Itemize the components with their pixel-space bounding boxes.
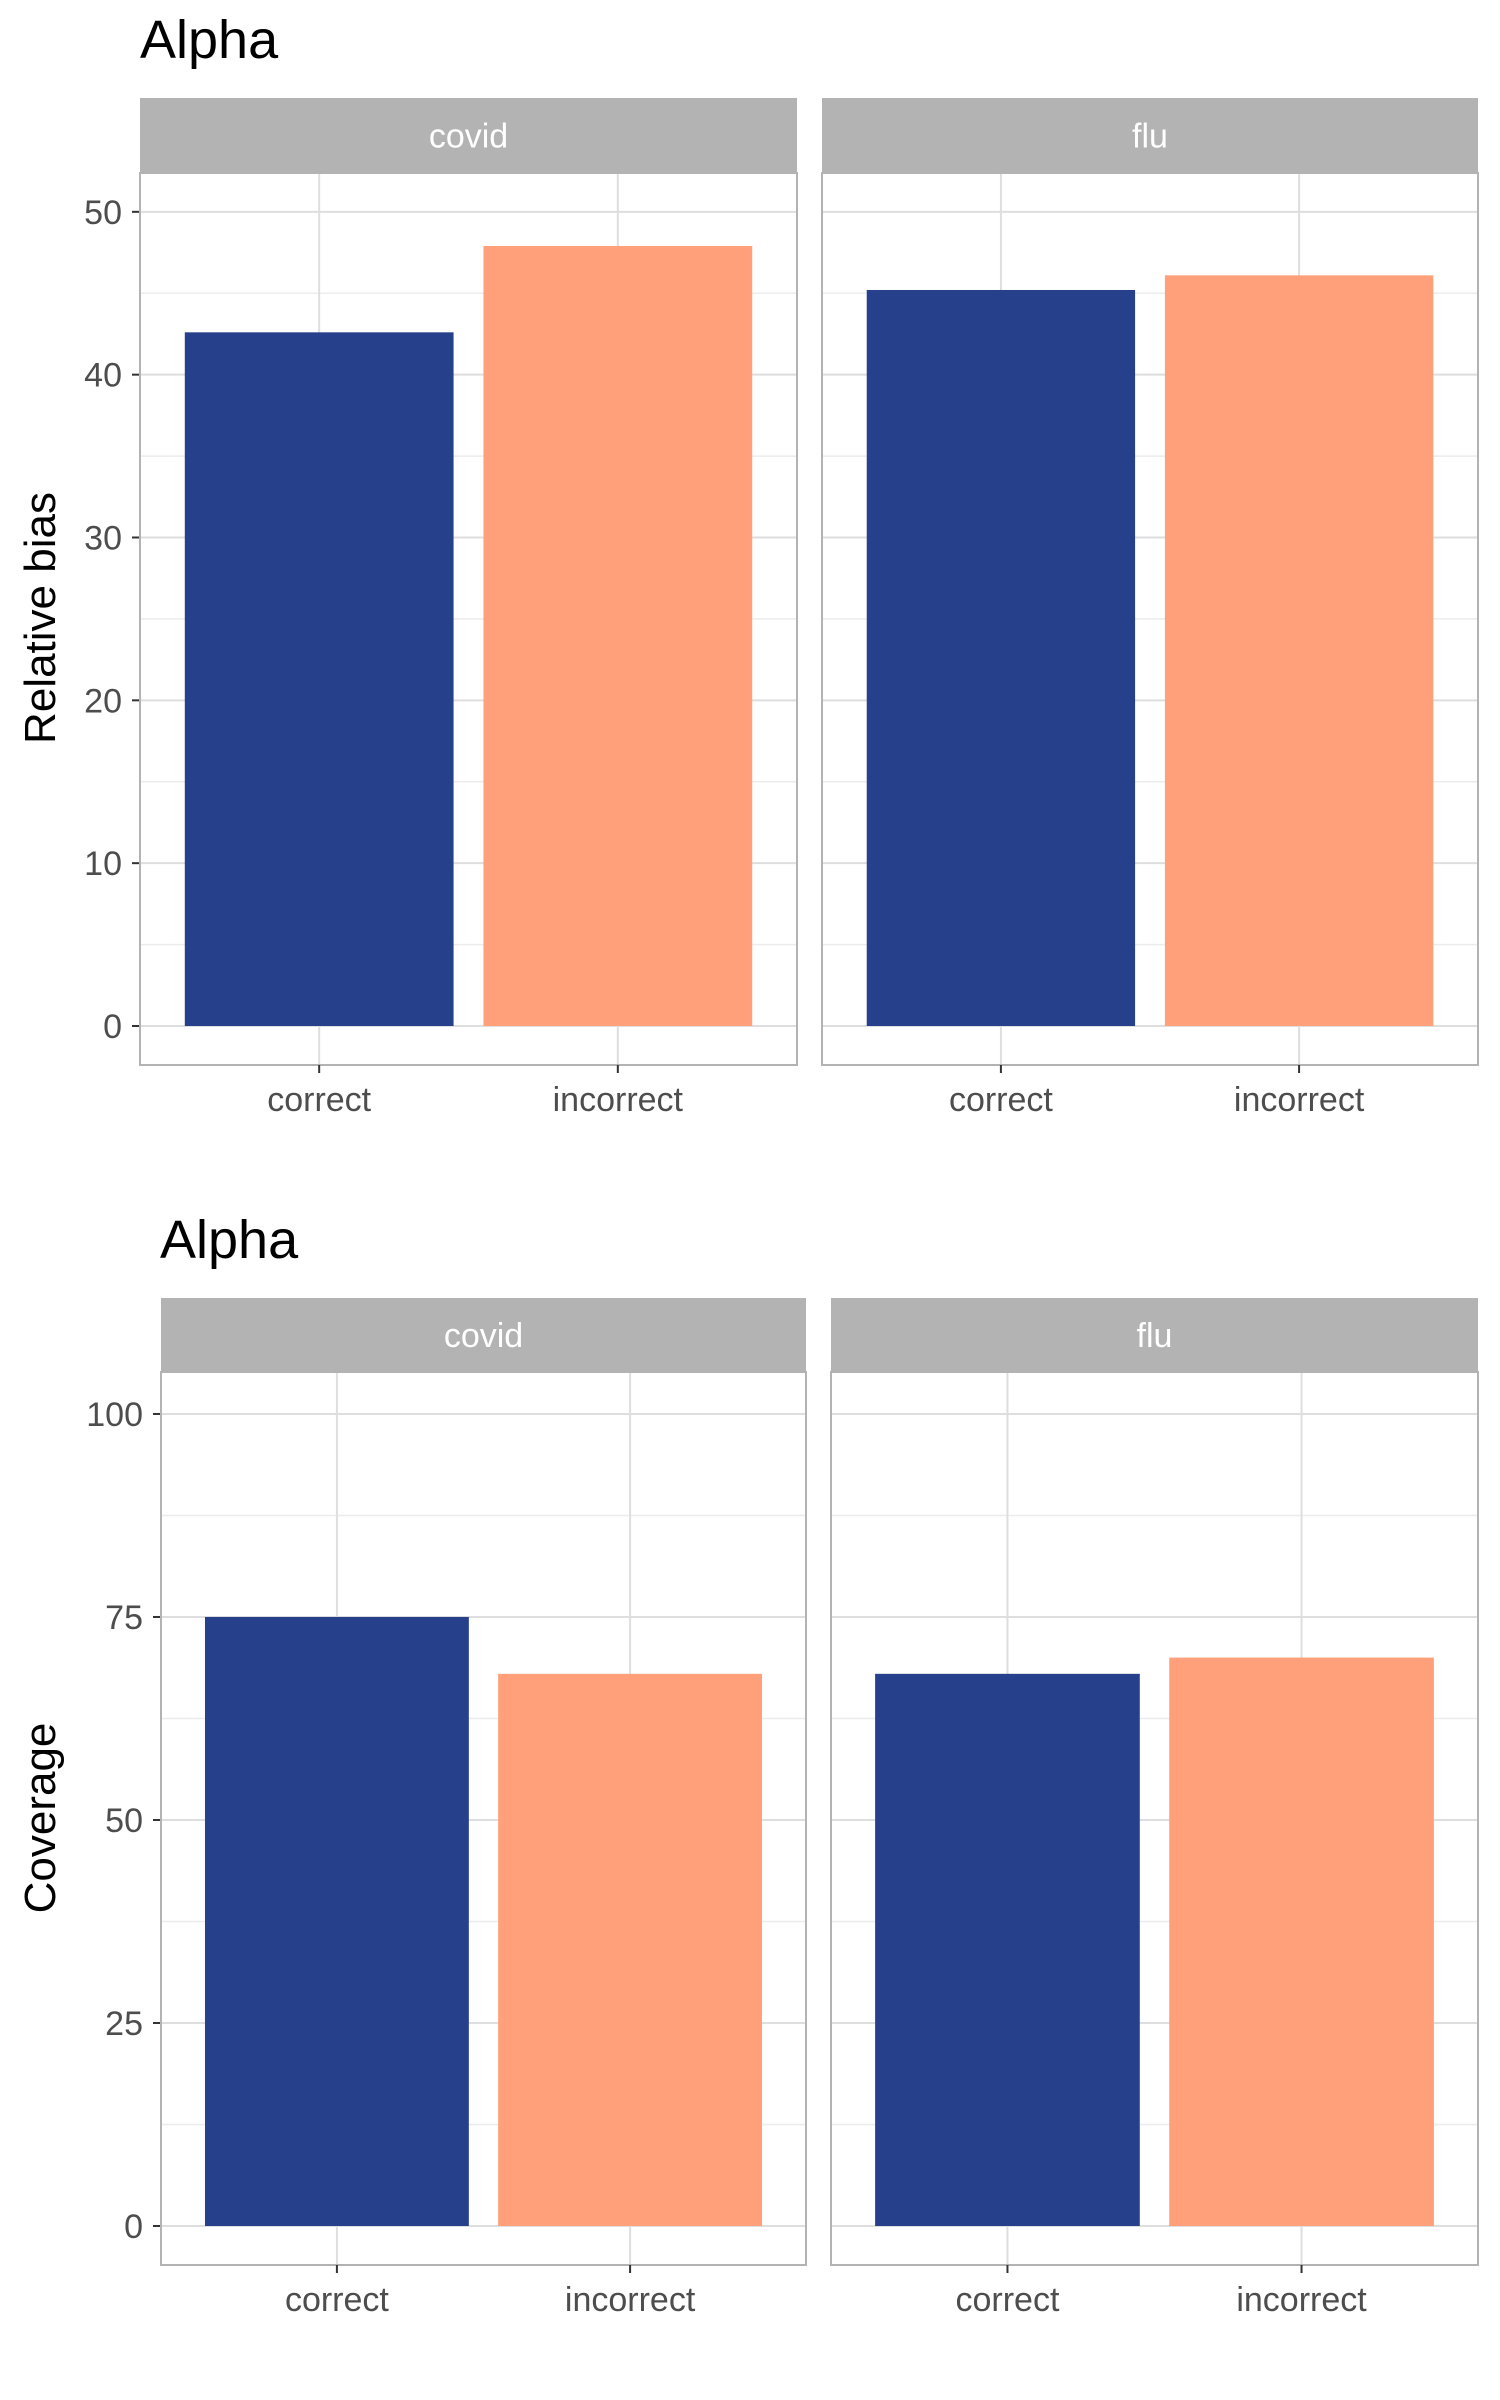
chart-1-y-axis-label: Relative bias — [16, 492, 65, 744]
bar-covid-correct — [204, 1616, 469, 2226]
facet-strip — [161, 1298, 806, 1372]
y-tick-label: 25 — [105, 2005, 143, 2043]
x-tick-label: correct — [955, 2281, 1059, 2319]
y-tick-label: 10 — [84, 845, 122, 883]
bar-flu-incorrect — [1169, 1657, 1434, 2226]
facet-panel-flu: flu correct incorrect — [821, 98, 1479, 1119]
facet-strip-label: covid — [429, 118, 508, 156]
panel-border — [160, 1371, 807, 2266]
panel-border — [821, 172, 1479, 1066]
x-tick-label: incorrect — [1234, 1081, 1365, 1119]
x-tick-label: correct — [267, 1081, 371, 1119]
chart-1-plot-area: 0 10 20 30 40 50 covid correct incorrect flu corre… — [84, 98, 1479, 1119]
facet-strip — [822, 98, 1478, 173]
chart-2-title: Alpha — [160, 1210, 299, 1270]
facet-strip-label: flu — [1132, 118, 1168, 156]
chart-1-title: Alpha — [140, 10, 279, 70]
y-tick-label: 100 — [86, 1396, 143, 1434]
x-tick-label: incorrect — [553, 1081, 684, 1119]
x-tick-label: incorrect — [565, 2281, 696, 2319]
bar-covid-correct — [184, 332, 454, 1026]
y-tick-label: 0 — [124, 2208, 143, 2246]
x-tick-label: correct — [285, 2281, 389, 2319]
facet-panel-flu: flu correct incorrect — [830, 1298, 1479, 2319]
bar-flu-incorrect — [1164, 275, 1434, 1027]
facet-strip-label: flu — [1137, 1317, 1173, 1355]
y-tick-label: 75 — [105, 1599, 143, 1637]
y-tick-label: 30 — [84, 519, 122, 557]
facet-strip — [140, 98, 797, 173]
facet-panel-covid: covid correct incorrect — [160, 1298, 807, 2319]
chart-2-y-axis-label: Coverage — [16, 1723, 65, 1914]
panel-border — [139, 172, 798, 1066]
facet-panel-covid: covid correct incorrect — [139, 98, 798, 1119]
x-tick-label: correct — [949, 1081, 1053, 1119]
panel-border — [830, 1371, 1479, 2266]
y-tick-label: 50 — [84, 194, 122, 232]
facet-strip-label: covid — [444, 1317, 523, 1355]
chart-2-plot-area: 0 25 50 75 100 covid correct incorrect flu correc… — [86, 1298, 1479, 2319]
chart-1: Alpha Relative bias 0 10 20 30 40 50 covid corr… — [16, 10, 1479, 1119]
y-tick-label: 20 — [84, 682, 122, 720]
x-tick-label: incorrect — [1236, 2281, 1367, 2319]
chart-2: Alpha Coverage 0 25 50 75 100 covid correct inc… — [16, 1210, 1479, 2319]
bar-flu-correct — [866, 289, 1136, 1026]
bar-covid-incorrect — [483, 246, 753, 1026]
facet-strip — [831, 1298, 1478, 1372]
bar-flu-correct — [875, 1673, 1140, 2226]
y-tick-label: 50 — [105, 1802, 143, 1840]
bar-covid-incorrect — [498, 1673, 763, 2226]
y-tick-label: 40 — [84, 357, 122, 395]
y-tick-label: 0 — [103, 1008, 122, 1046]
